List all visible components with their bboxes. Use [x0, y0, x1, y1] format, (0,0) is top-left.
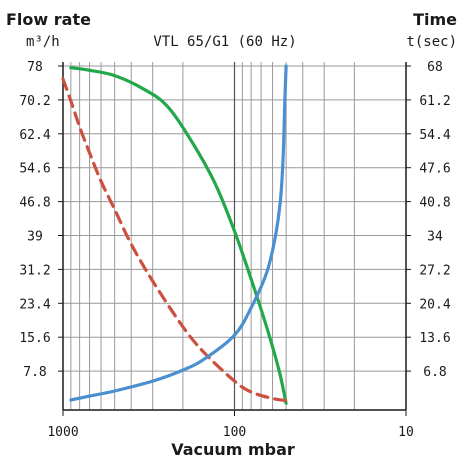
x-tick-label: 10	[398, 425, 414, 440]
right-tick-label: 40.8	[419, 196, 450, 211]
left-axis-label: Flow rate	[6, 10, 91, 29]
x-tick-label: 1000	[47, 425, 78, 440]
left-axis-unit: m³/h	[26, 34, 60, 50]
left-tick-label: 54.6	[19, 162, 50, 177]
series-line-3	[69, 64, 288, 402]
right-tick-label: 34	[427, 230, 443, 245]
left-tick-label: 39	[27, 230, 43, 245]
left-tick-label: 31.2	[19, 263, 50, 278]
left-tick-label: 7.8	[23, 365, 46, 380]
right-tick-label: 68	[427, 60, 443, 75]
series-line-2	[61, 77, 288, 403]
series-line-1	[69, 66, 288, 405]
right-tick-label: 54.4	[419, 128, 450, 143]
x-tick-label: 100	[223, 425, 246, 440]
left-tick-label: 78	[27, 60, 43, 75]
right-axis-unit: t(sec)	[406, 34, 457, 50]
left-tick-label: 23.4	[19, 297, 50, 312]
chart-title: VTL 65/G1 (60 Hz)	[153, 34, 296, 50]
right-tick-label: 61.2	[419, 94, 450, 109]
left-tick-label: 62.4	[19, 128, 50, 143]
right-tick-label: 6.8	[423, 365, 446, 380]
x-axis-label: Vacuum mbar	[171, 440, 295, 459]
series-lines	[61, 64, 288, 405]
right-axis-label: Time	[413, 10, 457, 29]
right-tick-label: 27.2	[419, 263, 450, 278]
right-tick-label: 20.4	[419, 297, 450, 312]
right-tick-label: 47.6	[419, 162, 450, 177]
left-tick-label: 15.6	[19, 331, 50, 346]
right-tick-label: 13.6	[419, 331, 450, 346]
left-tick-label: 46.8	[19, 196, 50, 211]
left-tick-label: 70.2	[19, 94, 50, 109]
axis-ticks: 7.8 15.6 23.4 31.2 39 46.8 54.6 62.4 70.2 78 6.8 13…	[19, 60, 450, 440]
